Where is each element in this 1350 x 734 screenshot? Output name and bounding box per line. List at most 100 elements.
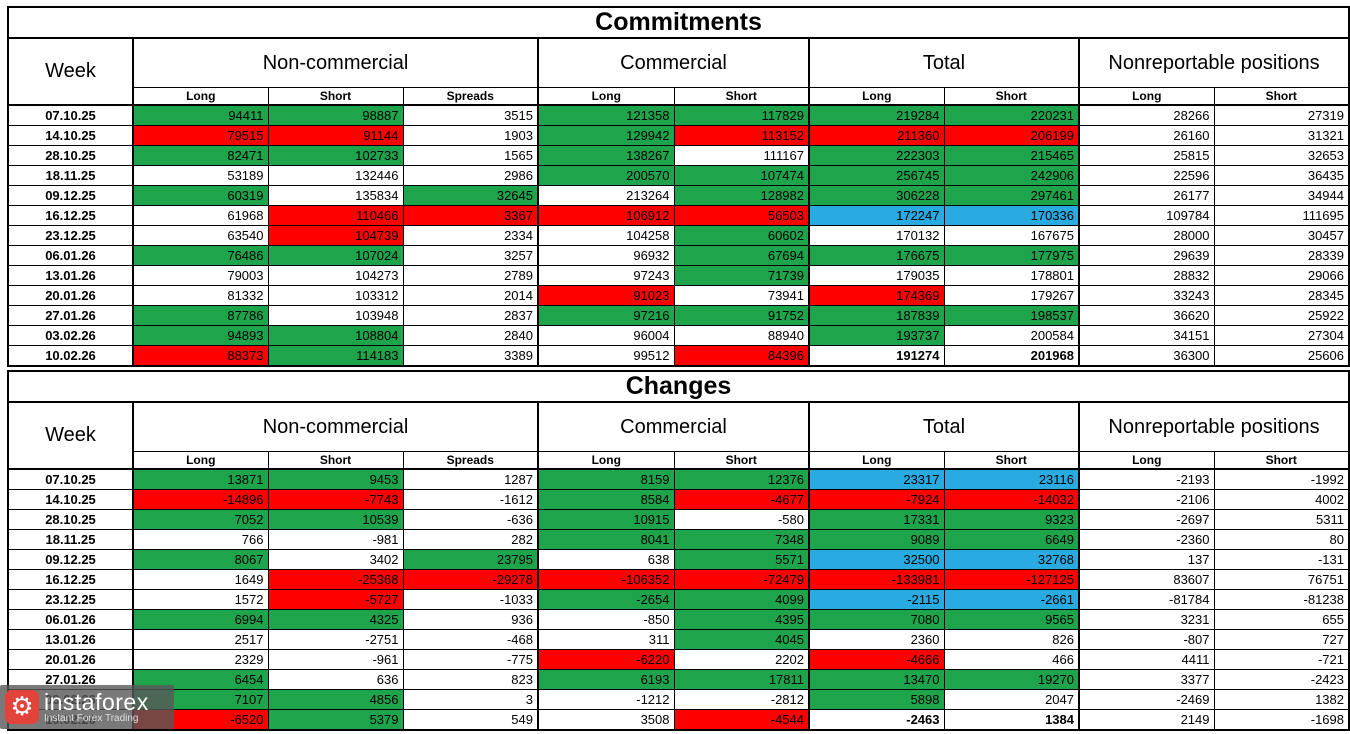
value-cell: 8159 bbox=[537, 468, 675, 490]
table-row: 06.01.26 6994 4325 936 -850 4395 7080 9565 3231 6… bbox=[7, 609, 1350, 630]
value-cell: 27319 bbox=[1213, 104, 1350, 126]
value-cell: 96004 bbox=[537, 325, 675, 346]
value-cell: 32768 bbox=[943, 549, 1080, 570]
column-group-header: Nonreportable positions bbox=[1078, 37, 1350, 88]
week-cell: 03.02.26 bbox=[7, 325, 134, 346]
column-subheader: Short bbox=[943, 451, 1080, 470]
value-cell: 4856 bbox=[267, 689, 404, 710]
week-cell: 16.12.25 bbox=[7, 569, 134, 590]
table-row: 14.10.25 79515 91144 1903 129942 113152 211360… bbox=[7, 125, 1350, 146]
value-cell: -127125 bbox=[943, 569, 1080, 590]
value-cell: 222303 bbox=[808, 145, 945, 166]
value-cell: 13871 bbox=[132, 468, 269, 490]
week-cell: 28.10.25 bbox=[7, 145, 134, 166]
cot-report: Commitments Week Non-commercial Commercial T… bbox=[7, 6, 1350, 734]
value-cell: -7924 bbox=[808, 489, 945, 510]
week-cell: 14.10.25 bbox=[7, 489, 134, 510]
value-cell: 466 bbox=[943, 649, 1080, 670]
value-cell: 549 bbox=[402, 709, 539, 731]
value-cell: 170336 bbox=[943, 205, 1080, 226]
value-cell: -2654 bbox=[537, 589, 675, 610]
value-cell: 8584 bbox=[537, 489, 675, 510]
instaforex-watermark: ⚙ instaforex Instant Forex Trading bbox=[0, 685, 174, 729]
value-cell: 13470 bbox=[808, 669, 945, 690]
table-row: 18.11.25 766 -981 282 8041 7348 9089 6649 -2360 8… bbox=[7, 529, 1350, 550]
value-cell: 137 bbox=[1078, 549, 1215, 570]
week-cell: 09.12.25 bbox=[7, 549, 134, 570]
value-cell: 4325 bbox=[267, 609, 404, 630]
value-cell: 81332 bbox=[132, 285, 269, 306]
value-cell: 200584 bbox=[943, 325, 1080, 346]
value-cell: 117829 bbox=[673, 104, 810, 126]
table-row: 07.10.25 13871 9453 1287 8159 12376 23317 23116… bbox=[7, 468, 1350, 490]
value-cell: 26160 bbox=[1078, 125, 1215, 146]
week-cell: 07.10.25 bbox=[7, 468, 134, 490]
value-cell: -5727 bbox=[267, 589, 404, 610]
value-cell: 28345 bbox=[1213, 285, 1350, 306]
column-subheader: Long bbox=[1078, 87, 1215, 106]
value-cell: 167675 bbox=[943, 225, 1080, 246]
value-cell: -2423 bbox=[1213, 669, 1350, 690]
week-cell: 27.01.26 bbox=[7, 669, 134, 690]
column-group-header: Total bbox=[808, 401, 1080, 452]
value-cell: -14896 bbox=[132, 489, 269, 510]
week-cell: 14.10.25 bbox=[7, 125, 134, 146]
week-cell: 13.01.26 bbox=[7, 265, 134, 286]
value-cell: 5379 bbox=[267, 709, 404, 731]
value-cell: 3377 bbox=[1078, 669, 1215, 690]
value-cell: -721 bbox=[1213, 649, 1350, 670]
value-cell: 1572 bbox=[132, 589, 269, 610]
week-cell: 06.01.26 bbox=[7, 609, 134, 630]
value-cell: -2463 bbox=[808, 709, 945, 731]
column-subheader: Short bbox=[1213, 87, 1350, 106]
value-cell: 3367 bbox=[402, 205, 539, 226]
value-cell: 9453 bbox=[267, 468, 404, 490]
value-cell: 22596 bbox=[1078, 165, 1215, 186]
value-cell: -6220 bbox=[537, 649, 675, 670]
value-cell: 7348 bbox=[673, 529, 810, 550]
table-row: 28.10.25 82471 102733 1565 138267 111167 22230… bbox=[7, 145, 1350, 166]
value-cell: 176675 bbox=[808, 245, 945, 266]
value-cell: 129942 bbox=[537, 125, 675, 146]
week-cell: 18.11.25 bbox=[7, 529, 134, 550]
value-cell: -1212 bbox=[537, 689, 675, 710]
table-row: 09.12.25 60319 135834 32645 213264 128982 3062… bbox=[7, 185, 1350, 206]
value-cell: -1033 bbox=[402, 589, 539, 610]
value-cell: 306228 bbox=[808, 185, 945, 206]
value-cell: 23317 bbox=[808, 468, 945, 490]
value-cell: 32653 bbox=[1213, 145, 1350, 166]
week-cell: 27.01.26 bbox=[7, 305, 134, 326]
value-cell: 2517 bbox=[132, 629, 269, 650]
value-cell: 2789 bbox=[402, 265, 539, 286]
value-cell: 1649 bbox=[132, 569, 269, 590]
value-cell: 256745 bbox=[808, 165, 945, 186]
value-cell: 104258 bbox=[537, 225, 675, 246]
value-cell: 2149 bbox=[1078, 709, 1215, 731]
value-cell: 32500 bbox=[808, 549, 945, 570]
value-cell: 2047 bbox=[943, 689, 1080, 710]
week-cell: 20.01.26 bbox=[7, 649, 134, 670]
value-cell: 1287 bbox=[402, 468, 539, 490]
value-cell: -2106 bbox=[1078, 489, 1215, 510]
value-cell: 4045 bbox=[673, 629, 810, 650]
value-cell: 31321 bbox=[1213, 125, 1350, 146]
table-row: 16.12.25 61968 110466 3367 106912 56503 172247… bbox=[7, 205, 1350, 226]
value-cell: 17331 bbox=[808, 509, 945, 530]
value-cell: 110466 bbox=[267, 205, 404, 226]
value-cell: -1992 bbox=[1213, 468, 1350, 490]
table-row: 23.12.25 63540 104739 2334 104258 60602 170132… bbox=[7, 225, 1350, 246]
table-row: 03.02.26710748563-1212-281258982047-2469… bbox=[7, 689, 1350, 710]
value-cell: 193737 bbox=[808, 325, 945, 346]
value-cell: 91023 bbox=[537, 285, 675, 306]
table-row: 10.02.26-652053795493508-4544-2463138421… bbox=[7, 709, 1350, 731]
value-cell: 113152 bbox=[673, 125, 810, 146]
value-cell: -807 bbox=[1078, 629, 1215, 650]
value-cell: 28000 bbox=[1078, 225, 1215, 246]
commitments-title: Commitments bbox=[7, 6, 1350, 39]
value-cell: 104739 bbox=[267, 225, 404, 246]
value-cell: 36300 bbox=[1078, 345, 1215, 367]
value-cell: 6649 bbox=[943, 529, 1080, 550]
value-cell: 727 bbox=[1213, 629, 1350, 650]
value-cell: -2661 bbox=[943, 589, 1080, 610]
value-cell: 201968 bbox=[943, 345, 1080, 367]
